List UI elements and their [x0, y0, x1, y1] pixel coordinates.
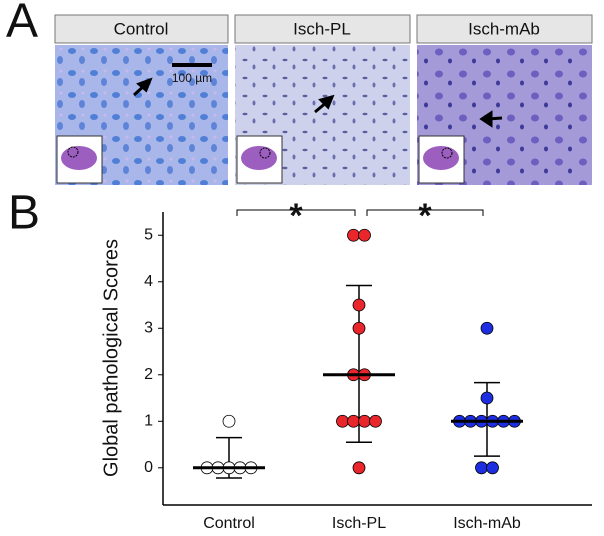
image-title: Control — [114, 19, 169, 38]
significance-label: * — [418, 197, 432, 235]
data-point — [358, 228, 371, 242]
image-title: Isch-mAb — [468, 19, 540, 38]
y-tick-label: 5 — [144, 226, 153, 243]
header-box — [234, 14, 411, 44]
panel-a: Control Isch-PL Isch-mAb 100 µm — [54, 14, 593, 185]
panel-label: A — [6, 0, 38, 48]
significance-bracket — [366, 209, 484, 216]
x-tick-label: Isch-PL — [332, 515, 386, 532]
image-title: Isch-PL — [293, 19, 351, 38]
data-point — [475, 461, 488, 475]
significance-label: * — [289, 197, 303, 235]
header-box — [416, 14, 593, 44]
scale-label: 100 µm — [172, 71, 212, 85]
data-point — [480, 321, 494, 335]
y-tick-label: 3 — [144, 319, 153, 336]
significance-bracket — [236, 209, 356, 216]
data-point — [369, 414, 382, 428]
data-point — [336, 414, 349, 428]
x-tick-label: Control — [203, 515, 255, 532]
y-tick-label: 1 — [144, 413, 153, 430]
arrows — [132, 77, 503, 128]
panel-label: B — [8, 187, 40, 240]
data-point — [347, 228, 360, 242]
data-point — [222, 414, 236, 428]
data-point — [358, 414, 371, 428]
data-point — [352, 298, 366, 312]
x-tick-label: Isch-mAb — [453, 515, 521, 532]
data-point — [352, 321, 366, 335]
data-point — [347, 414, 360, 428]
data-point — [486, 461, 499, 475]
y-axis-label: Global pathological Scores — [100, 239, 122, 477]
y-tick-label: 4 — [144, 273, 153, 290]
data-point — [352, 461, 366, 475]
y-tick-label: 0 — [144, 459, 153, 476]
y-tick-label: 2 — [144, 366, 153, 383]
data-point — [480, 391, 494, 405]
insets — [56, 135, 465, 184]
header-box — [54, 14, 229, 44]
